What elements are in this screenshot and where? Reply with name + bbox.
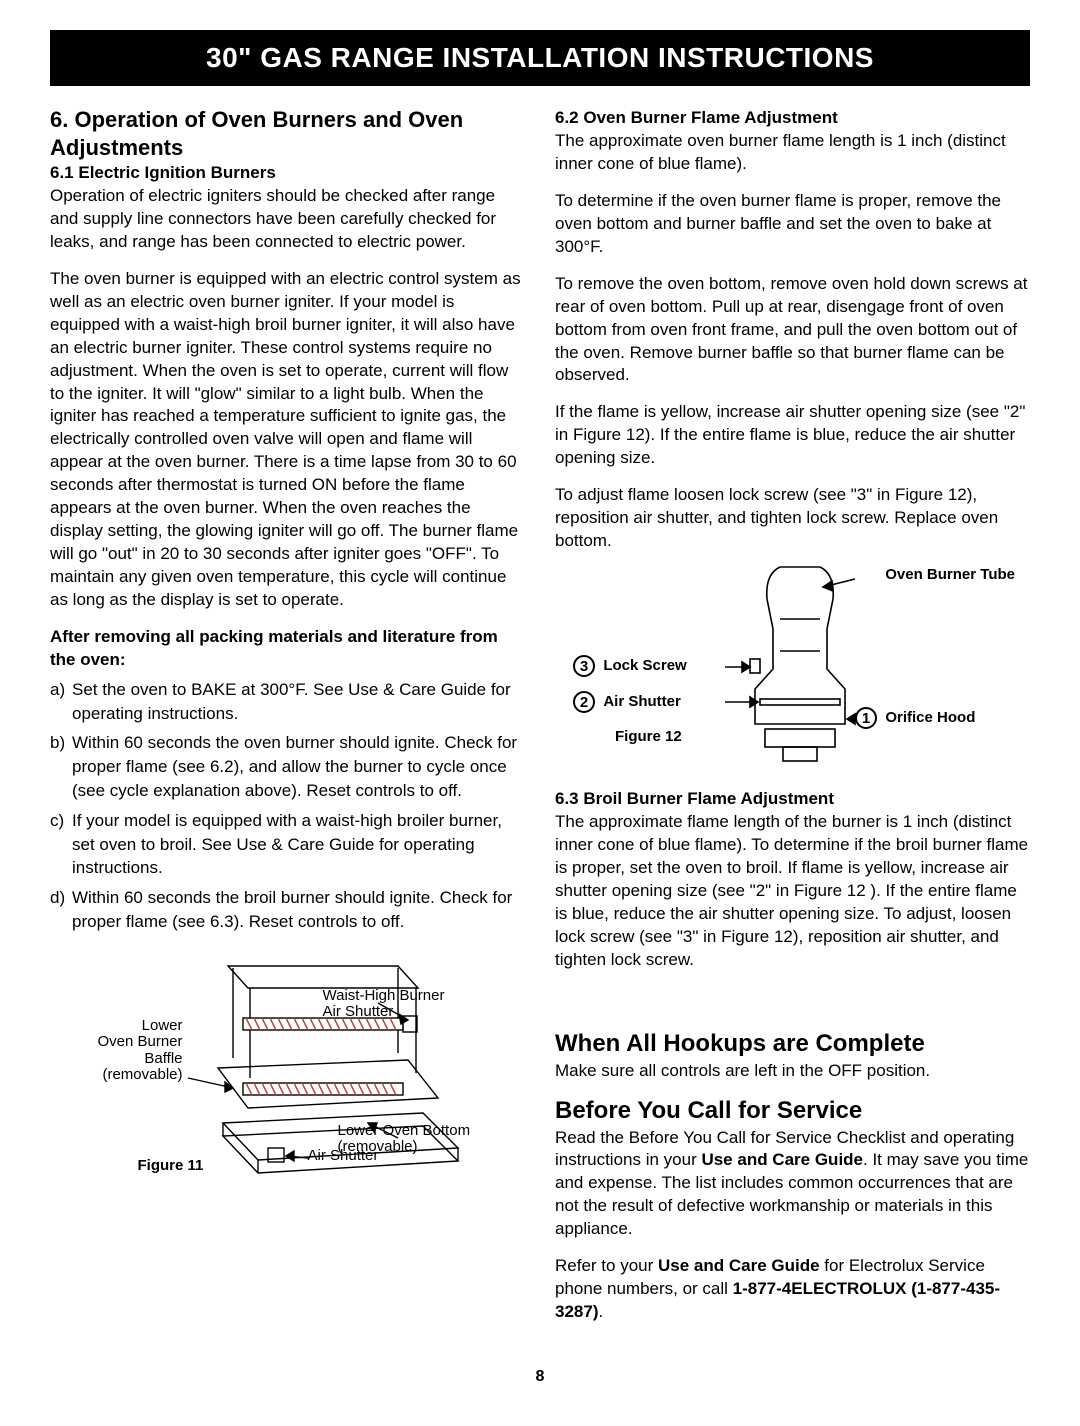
fig12-label-orifice: 1 Orifice Hood (855, 707, 975, 729)
para-6-1-b: The oven burner is equipped with an elec… (50, 268, 525, 612)
service-para-2: Refer to your Use and Care Guide for Ele… (555, 1255, 1030, 1324)
fig11-label-air-shutter: Air Shutter (308, 1148, 379, 1165)
fig12-orifice-text: Orifice Hood (885, 709, 975, 726)
page-number: 8 (50, 1368, 1030, 1386)
after-removing-heading: After removing all packing materials and… (50, 626, 525, 672)
right-column: 6.2 Oven Burner Flame Adjustment The app… (555, 106, 1030, 1338)
callout-1-icon: 1 (855, 707, 877, 729)
list-item-label: c) (50, 809, 72, 880)
para-6-2-a: The approximate oven burner flame length… (555, 130, 1030, 176)
callout-2-icon: 2 (573, 691, 595, 713)
para-6-2-e: To adjust flame loosen lock screw (see "… (555, 484, 1030, 553)
list-item: b) Within 60 seconds the oven burner sho… (50, 731, 525, 802)
hookups-para: Make sure all controls are left in the O… (555, 1060, 1030, 1083)
list-item-text: If your model is equipped with a waist-h… (72, 809, 525, 880)
section-6-heading: 6. Operation of Oven Burners and Oven Ad… (50, 106, 525, 161)
section-6-1-heading: 6.1 Electric Ignition Burners (50, 163, 525, 183)
service-p2-b: Use and Care Guide (658, 1256, 820, 1275)
para-6-2-b: To determine if the oven burner flame is… (555, 190, 1030, 259)
list-item-text: Within 60 seconds the oven burner should… (72, 731, 525, 802)
para-6-1-a: Operation of electric igniters should be… (50, 185, 525, 254)
fig11-caption: Figure 11 (138, 1158, 204, 1175)
list-item-text: Within 60 seconds the broil burner shoul… (72, 886, 525, 934)
service-p2-e: . (598, 1302, 603, 1321)
service-para-1: Read the Before You Call for Service Che… (555, 1127, 1030, 1242)
fig12-air-text: Air Shutter (603, 693, 681, 710)
figure-11: LowerOven BurnerBaffle(removable) Waist-… (68, 948, 508, 1198)
list-item-text: Set the oven to BAKE at 300°F. See Use &… (72, 678, 525, 726)
page-title-bar: 30" GAS RANGE INSTALLATION INSTRUCTIONS (50, 30, 1030, 86)
section-6-3-heading: 6.3 Broil Burner Flame Adjustment (555, 789, 1030, 809)
list-item: d) Within 60 seconds the broil burner sh… (50, 886, 525, 934)
page: 30" GAS RANGE INSTALLATION INSTRUCTIONS … (0, 0, 1080, 1426)
list-item: c) If your model is equipped with a wais… (50, 809, 525, 880)
list-item-label: d) (50, 886, 72, 934)
figure-12: Oven Burner Tube 3 Lock Screw 2 Air Shut… (555, 559, 1015, 779)
procedure-list: a) Set the oven to BAKE at 300°F. See Us… (50, 678, 525, 934)
callout-3-icon: 3 (573, 655, 595, 677)
fig12-label-lock: 3 Lock Screw (573, 655, 687, 677)
columns: 6. Operation of Oven Burners and Oven Ad… (50, 106, 1030, 1338)
list-item-label: a) (50, 678, 72, 726)
fig11-label-lower-baffle: LowerOven BurnerBaffle(removable) (68, 1018, 183, 1084)
service-p1-b: Use and Care Guide (701, 1150, 863, 1169)
section-6-2-heading: 6.2 Oven Burner Flame Adjustment (555, 108, 1030, 128)
list-item-label: b) (50, 731, 72, 802)
para-6-2-d: If the flame is yellow, increase air shu… (555, 401, 1030, 470)
fig11-label-waist-high: Waist-High BurnerAir Shutter (323, 988, 445, 1021)
fig12-label-air: 2 Air Shutter (573, 691, 681, 713)
para-6-3: The approximate flame length of the burn… (555, 811, 1030, 972)
list-item: a) Set the oven to BAKE at 300°F. See Us… (50, 678, 525, 726)
fig12-caption: Figure 12 (615, 729, 682, 746)
left-column: 6. Operation of Oven Burners and Oven Ad… (50, 106, 525, 1338)
service-heading: Before You Call for Service (555, 1097, 1030, 1125)
para-6-2-c: To remove the oven bottom, remove oven h… (555, 273, 1030, 388)
hookups-heading: When All Hookups are Complete (555, 1030, 1030, 1058)
service-p2-a: Refer to your (555, 1256, 658, 1275)
fig12-lock-text: Lock Screw (603, 657, 686, 674)
fig12-label-tube: Oven Burner Tube (885, 567, 1015, 584)
